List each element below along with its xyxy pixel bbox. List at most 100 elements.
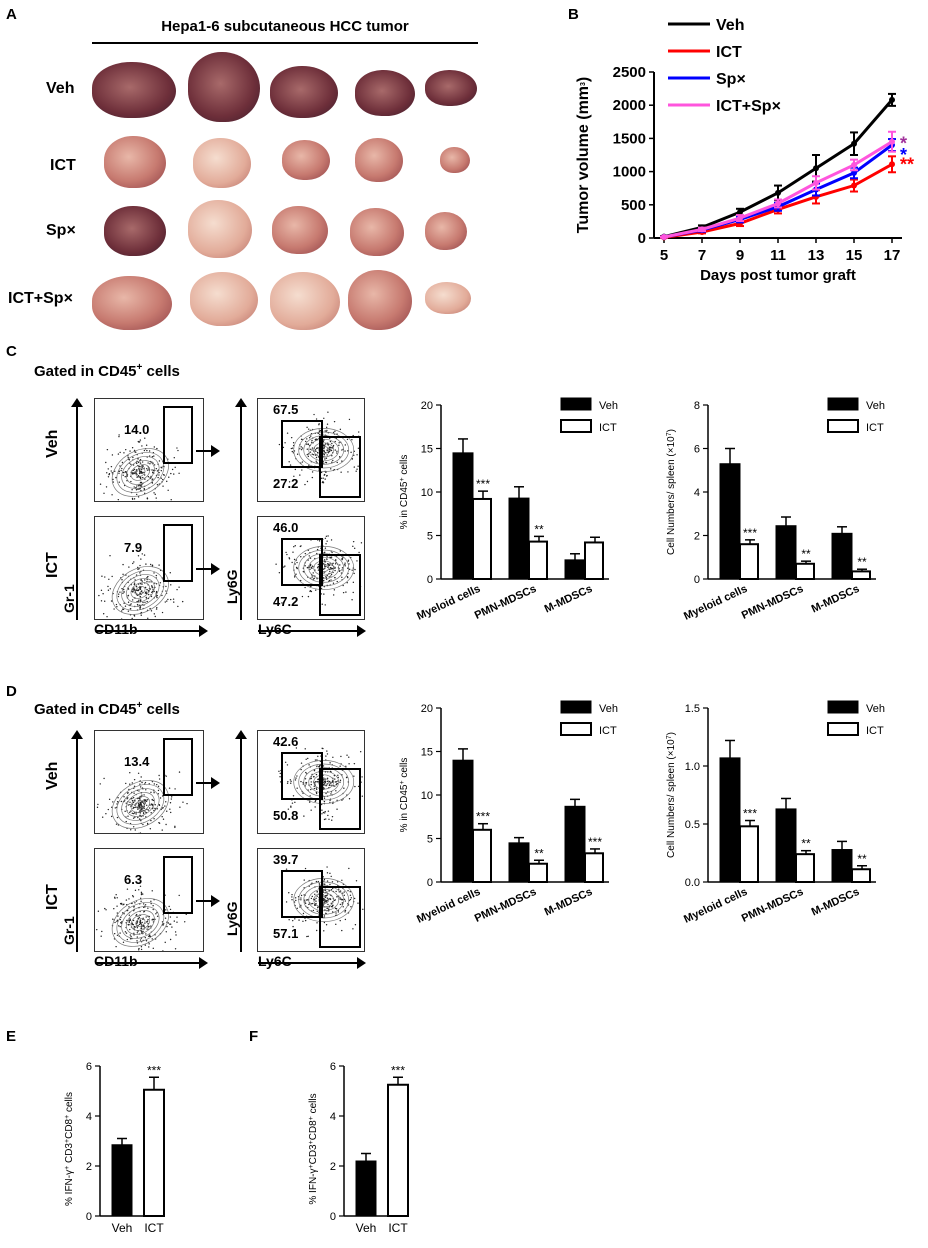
event-dot	[114, 897, 115, 898]
event-dot	[160, 797, 161, 798]
event-dot	[123, 472, 124, 473]
event-dot	[145, 933, 146, 934]
event-dot	[118, 499, 119, 500]
event-dot	[108, 476, 109, 477]
event-dot	[123, 452, 124, 453]
bar	[585, 853, 603, 882]
y-tick-label: 1.0	[685, 761, 700, 773]
event-dot	[127, 939, 128, 940]
bar	[720, 464, 740, 579]
tumor-photo	[425, 212, 467, 250]
event-dot	[171, 499, 172, 500]
event-dot	[147, 469, 148, 470]
bar	[509, 843, 529, 882]
event-dot	[166, 931, 167, 932]
event-dot	[137, 932, 138, 933]
event-dot	[361, 776, 362, 777]
event-dot	[146, 805, 147, 806]
event-dot	[108, 590, 109, 591]
bar	[720, 758, 740, 882]
legend-label: Veh	[599, 400, 618, 412]
event-dot	[120, 470, 121, 471]
data-point	[889, 161, 895, 167]
event-dot	[106, 486, 107, 487]
bar	[144, 1090, 164, 1216]
event-dot	[333, 432, 334, 433]
event-dot	[151, 479, 152, 480]
event-dot	[154, 582, 155, 583]
event-dot	[127, 792, 128, 793]
y-axis-label: Cell Numbers/ spleen (×107)	[666, 429, 678, 555]
event-dot	[147, 498, 148, 499]
event-dot	[175, 931, 176, 932]
event-dot	[145, 789, 146, 790]
bar	[388, 1085, 408, 1216]
category-label: Myeloid cells	[415, 886, 482, 926]
tumor-photo	[272, 206, 328, 254]
event-dot	[163, 475, 164, 476]
event-dot	[100, 936, 101, 937]
density-contour	[122, 574, 159, 608]
event-dot	[138, 601, 139, 602]
event-dot	[117, 897, 118, 898]
legend-label: ICT	[866, 422, 884, 434]
event-dot	[120, 926, 121, 927]
event-dot	[278, 771, 279, 772]
event-dot	[141, 804, 142, 805]
event-dot	[119, 591, 120, 592]
tumor-photo	[282, 140, 330, 180]
event-dot	[138, 555, 139, 556]
significance-star: **	[801, 547, 811, 561]
event-dot	[134, 584, 135, 585]
event-dot	[129, 812, 130, 813]
event-dot	[100, 783, 101, 784]
event-dot	[156, 497, 157, 498]
event-dot	[133, 927, 134, 928]
gate-rectangle	[281, 538, 323, 586]
event-dot	[170, 923, 171, 924]
event-dot	[130, 934, 131, 935]
event-dot	[139, 466, 140, 467]
x-tick-label: 9	[736, 247, 744, 264]
y-axis-label: % IFN-γ+CD3+CD8+ cells	[308, 1093, 320, 1204]
event-dot	[152, 890, 153, 891]
event-dot	[132, 599, 133, 600]
event-dot	[117, 935, 118, 936]
event-dot	[163, 819, 164, 820]
event-dot	[142, 931, 143, 932]
event-dot	[133, 818, 134, 819]
event-dot	[137, 489, 138, 490]
tumor-photo	[104, 206, 166, 256]
event-dot	[162, 485, 163, 486]
event-dot	[156, 583, 157, 584]
event-dot	[123, 609, 124, 610]
event-dot	[143, 803, 144, 804]
data-point	[813, 165, 819, 171]
gate-title: Gated in CD45+ cells	[34, 700, 180, 718]
legend-label: ICT+Sp×	[716, 98, 781, 115]
category-label: M-MDSCs	[543, 583, 595, 616]
event-dot	[115, 477, 116, 478]
gate-arrow	[196, 568, 218, 570]
event-dot	[153, 948, 154, 949]
event-dot	[166, 811, 167, 812]
event-dot	[275, 564, 276, 565]
y-tick-label: 0	[427, 574, 433, 586]
event-dot	[132, 782, 133, 783]
event-dot	[308, 596, 309, 597]
event-dot	[310, 809, 311, 810]
legend-label: ICT	[599, 422, 617, 434]
event-dot	[133, 561, 134, 562]
event-dot	[329, 884, 330, 885]
event-dot	[140, 786, 141, 787]
event-dot	[353, 541, 354, 542]
event-dot	[159, 805, 160, 806]
bar	[356, 1161, 376, 1216]
event-dot	[146, 445, 147, 446]
event-dot	[315, 800, 316, 801]
event-dot	[105, 462, 106, 463]
event-dot	[159, 460, 160, 461]
event-dot	[139, 441, 140, 442]
category-label: Myeloid cells	[682, 583, 749, 623]
